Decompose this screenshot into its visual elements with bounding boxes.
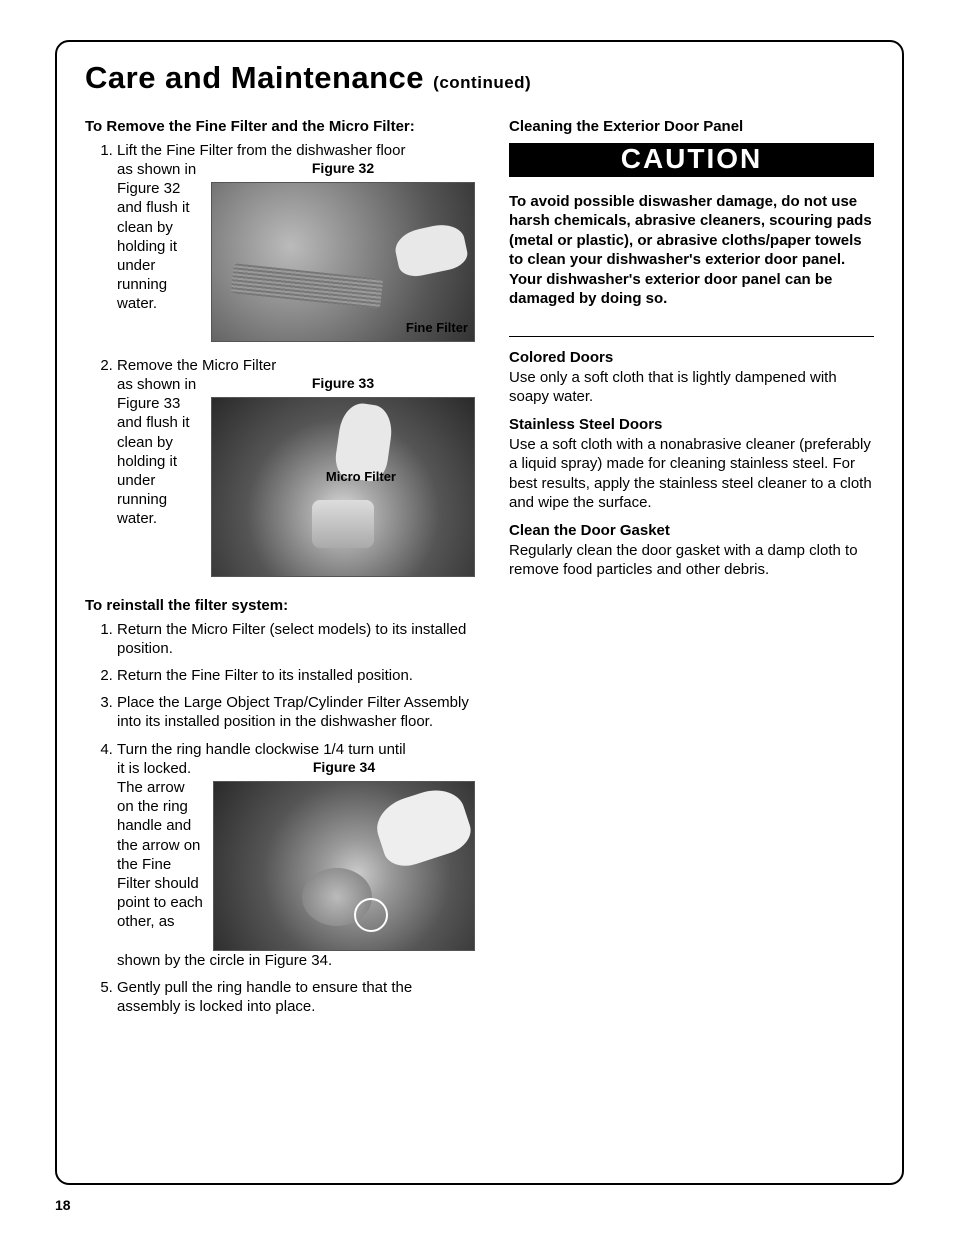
right-column: Cleaning the Exterior Door Panel CAUTION… [509, 118, 874, 1024]
title-continued: (continued) [433, 73, 531, 92]
manual-page: Care and Maintenance (continued) To Remo… [0, 0, 954, 1235]
figure-33-caption: Figure 33 [211, 375, 475, 393]
figure-34-block: Figure 34 [213, 759, 475, 951]
figure-33-block: Figure 33 Micro Filter [211, 375, 475, 577]
colored-doors-heading: Colored Doors [509, 349, 874, 366]
stainless-doors-text: Use a soft cloth with a nonabrasive clea… [509, 435, 874, 512]
highlight-circle-icon [354, 898, 388, 932]
reinstall-steps-list: Return the Micro Filter (select models) … [85, 620, 475, 1017]
colored-doors-text: Use only a soft cloth that is lightly da… [509, 368, 874, 406]
content-frame: Care and Maintenance (continued) To Remo… [55, 40, 904, 1185]
page-title: Care and Maintenance (continued) [85, 60, 874, 96]
caution-box: To avoid possible diswasher damage, do n… [509, 192, 874, 337]
left-column: To Remove the Fine Filter and the Micro … [85, 118, 475, 1024]
figure-33-label: Micro Filter [326, 470, 396, 484]
step1-lead: Lift the Fine Filter from the dishwasher… [117, 142, 405, 159]
hand-icon [370, 781, 475, 872]
reinstall-heading: To reinstall the filter system: [85, 597, 475, 616]
figure-33-image: Micro Filter [211, 397, 475, 577]
figure-34-image [213, 781, 475, 951]
reinstall-step-5: Gently pull the ring handle to ensure th… [117, 978, 475, 1016]
r4-lead: Turn the ring handle clockwise 1/4 turn … [117, 741, 406, 758]
door-gasket-text: Regularly clean the door gasket with a d… [509, 541, 874, 579]
figure-34-caption: Figure 34 [213, 759, 475, 777]
micro-filter-icon [312, 500, 374, 548]
figure-32-label: Fine Filter [406, 321, 468, 335]
columns: To Remove the Fine Filter and the Micro … [85, 118, 874, 1024]
caution-text: To avoid possible diswasher damage, do n… [509, 192, 874, 309]
title-main: Care and Maintenance [85, 60, 424, 95]
clean-exterior-heading: Cleaning the Exterior Door Panel [509, 118, 874, 137]
page-number: 18 [55, 1197, 71, 1213]
reinstall-step-2: Return the Fine Filter to its installed … [117, 666, 475, 685]
step2-rest: as shown in Figure 33 and flush it clean… [117, 375, 201, 529]
reinstall-step-1: Return the Micro Filter (select models) … [117, 620, 475, 658]
caution-bar: CAUTION [509, 143, 874, 177]
remove-step-1: Lift the Fine Filter from the dishwasher… [117, 141, 475, 342]
hand-icon [392, 220, 470, 280]
figure-32-block: Figure 32 Fine Filter [211, 160, 475, 342]
stainless-doors-heading: Stainless Steel Doors [509, 416, 874, 433]
reinstall-step-3: Place the Large Object Trap/Cylinder Fil… [117, 693, 475, 731]
door-gasket-heading: Clean the Door Gasket [509, 522, 874, 539]
r4-mid: it is locked. The arrow on the ring hand… [117, 759, 203, 932]
reinstall-step-4: Turn the ring handle clockwise 1/4 turn … [117, 740, 475, 970]
step2-lead: Remove the Micro Filter [117, 357, 276, 374]
fine-filter-icon [231, 263, 383, 309]
remove-filter-heading: To Remove the Fine Filter and the Micro … [85, 118, 475, 137]
r4-tail: shown by the circle in Figure 34. [117, 952, 332, 969]
remove-steps-list: Lift the Fine Filter from the dishwasher… [85, 141, 475, 577]
step1-rest: as shown in Figure 32 and flush it clean… [117, 160, 201, 314]
figure-32-caption: Figure 32 [211, 160, 475, 178]
figure-32-image: Fine Filter [211, 182, 475, 342]
remove-step-2: Remove the Micro Filter as shown in Figu… [117, 356, 475, 577]
